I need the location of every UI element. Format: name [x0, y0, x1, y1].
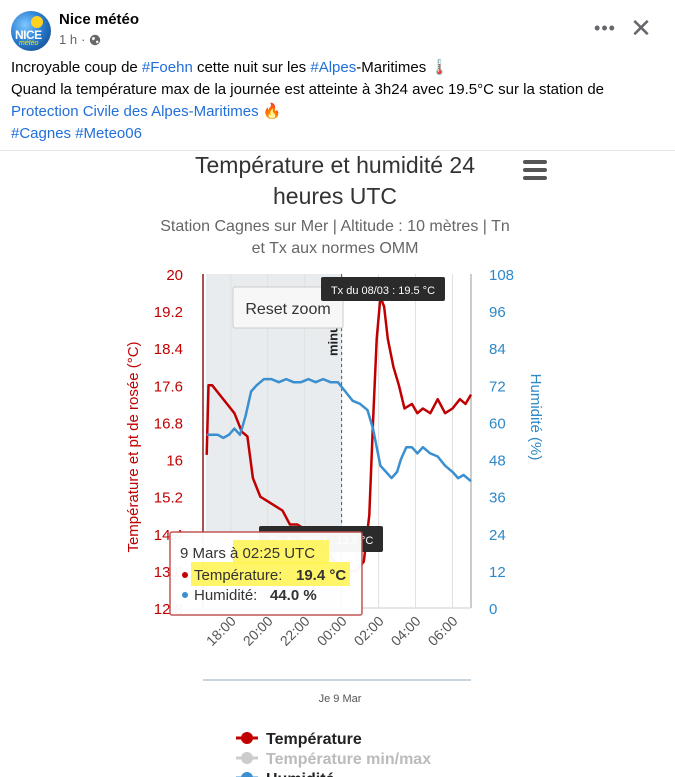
tx-flag [321, 277, 445, 301]
navigator-label: Je 9 Mar [319, 693, 362, 705]
y-left-tick-label: 16 [166, 453, 183, 470]
post-text-segment: cette nuit sur les [192, 59, 311, 76]
post-line-4: #Cagnes #Meteo06 [11, 123, 661, 145]
reset-zoom-label[interactable]: Reset zoom [245, 301, 330, 318]
y-right-tick-label: 84 [489, 341, 506, 358]
chart-title: Température et humidité 24 [195, 152, 475, 178]
tooltip-temp-label: Température: [194, 567, 282, 584]
y-left-tick-label: 18.4 [154, 341, 183, 358]
x-tick-label: 20:00 [240, 613, 276, 649]
tooltip-date: 9 Mars à 02:25 UTC [180, 545, 315, 562]
hashtag-link[interactable]: #Foehn [141, 59, 193, 76]
y-left-tick-label: 20 [166, 267, 183, 284]
tooltip-temp-value: 19.4 °C [296, 567, 346, 584]
x-tick-label: 00:00 [314, 613, 350, 649]
legend-symbol-marker[interactable] [241, 732, 253, 744]
y-left-tick-label: 16.8 [154, 415, 183, 432]
post-author[interactable]: Nice météo [59, 11, 140, 28]
tooltip-hum-value: 44.0 % [270, 587, 317, 604]
tooltip-temp-marker [182, 572, 188, 578]
hashtag-link[interactable]: #Alpes [310, 59, 357, 76]
x-tick-label: 18:00 [203, 613, 239, 649]
y-left-axis-title: Température et pt de rosée (°C) [125, 341, 142, 552]
post-text-segment: -Maritimes 🌡️ [356, 59, 450, 76]
post-line-2: Quand la température max de la journée e… [11, 81, 605, 98]
chart-subtitle: et Tx aux normes OMM [252, 240, 419, 257]
y-left-tick-label: 19.2 [154, 304, 183, 321]
fire-emoji: 🔥 [258, 103, 282, 120]
avatar-logo-subtext: météo [19, 40, 39, 47]
y-left-tick-label: 17.6 [154, 378, 183, 395]
sun-logo-mark [31, 16, 43, 28]
chart-photo[interactable]: Température et humidité 24 heures UTC Stat… [0, 151, 675, 777]
post-line-3: Protection Civile des Alpes-Maritimes 🔥 [11, 101, 661, 123]
legend-item[interactable]: Humidité [266, 771, 335, 777]
y-right-tick-label: 96 [489, 304, 506, 321]
tooltip-hum-label: Humidité: [194, 587, 257, 604]
station-link[interactable]: Protection Civile des Alpes-Maritimes [11, 103, 259, 120]
legend-symbol-marker[interactable] [241, 752, 253, 764]
post-time[interactable]: 1 h [59, 32, 78, 47]
reset-zoom-button[interactable] [232, 286, 344, 329]
tooltip-hum-marker [182, 592, 188, 598]
avatar-logo-text: NICE [15, 28, 42, 42]
post-text: Incroyable coup de #Foehn cette nuit sur… [11, 57, 661, 145]
series-line-humidity [206, 377, 472, 483]
x-tick-label: 02:00 [351, 613, 387, 649]
meta-separator: · [81, 32, 86, 47]
tooltip-highlight [233, 540, 329, 564]
chart: Température et humidité 24 heures UTC Stat… [125, 152, 547, 777]
tooltip-highlight [191, 562, 350, 586]
globe-icon [90, 34, 101, 45]
chart-menu-icon[interactable] [523, 176, 547, 180]
y-right-tick-label: 0 [489, 601, 497, 618]
legend-item[interactable]: Température min/max [266, 751, 431, 768]
y-left-tick-label: 15.2 [154, 490, 183, 507]
page-avatar[interactable]: NICE météo [11, 11, 51, 51]
tx-flag-label: Tx du 08/03 : 19.5 °C [331, 285, 435, 297]
y-right-tick-label: 72 [489, 378, 506, 395]
y-right-tick-label: 60 [489, 415, 506, 432]
post-line-1: Incroyable coup de #Foehn cette nuit sur… [11, 57, 661, 79]
y-right-axis-title: Humidité (%) [527, 374, 544, 461]
chart-title: heures UTC [273, 183, 397, 209]
chart-menu-icon[interactable] [523, 160, 547, 164]
y-right-tick-label: 108 [489, 267, 514, 284]
legend-item[interactable]: Température [266, 731, 362, 748]
post-text-segment: Incroyable coup de [11, 59, 142, 76]
x-tick-label: 22:00 [277, 613, 313, 649]
post-meta: 1 h · [59, 32, 101, 47]
y-right-tick-label: 36 [489, 490, 506, 507]
chart-menu-icon[interactable] [523, 168, 547, 172]
close-icon[interactable]: ✕ [630, 13, 652, 43]
chart-subtitle: Station Cagnes sur Mer | Altitude : 10 m… [160, 218, 510, 235]
x-tick-label: 04:00 [388, 613, 424, 649]
y-right-tick-label: 12 [489, 564, 506, 581]
more-options-icon[interactable]: ••• [594, 18, 616, 38]
post-header: NICE météo Nice météo 1 h · ••• ✕ [0, 0, 675, 56]
divider [0, 150, 675, 151]
hashtag-link[interactable]: #Cagnes [11, 125, 72, 142]
y-right-tick-label: 24 [489, 527, 506, 544]
legend-symbol-marker[interactable] [241, 772, 253, 777]
hashtag-link[interactable]: #Meteo06 [75, 125, 142, 142]
x-tick-label: 06:00 [425, 613, 461, 649]
y-right-tick-label: 48 [489, 453, 506, 470]
